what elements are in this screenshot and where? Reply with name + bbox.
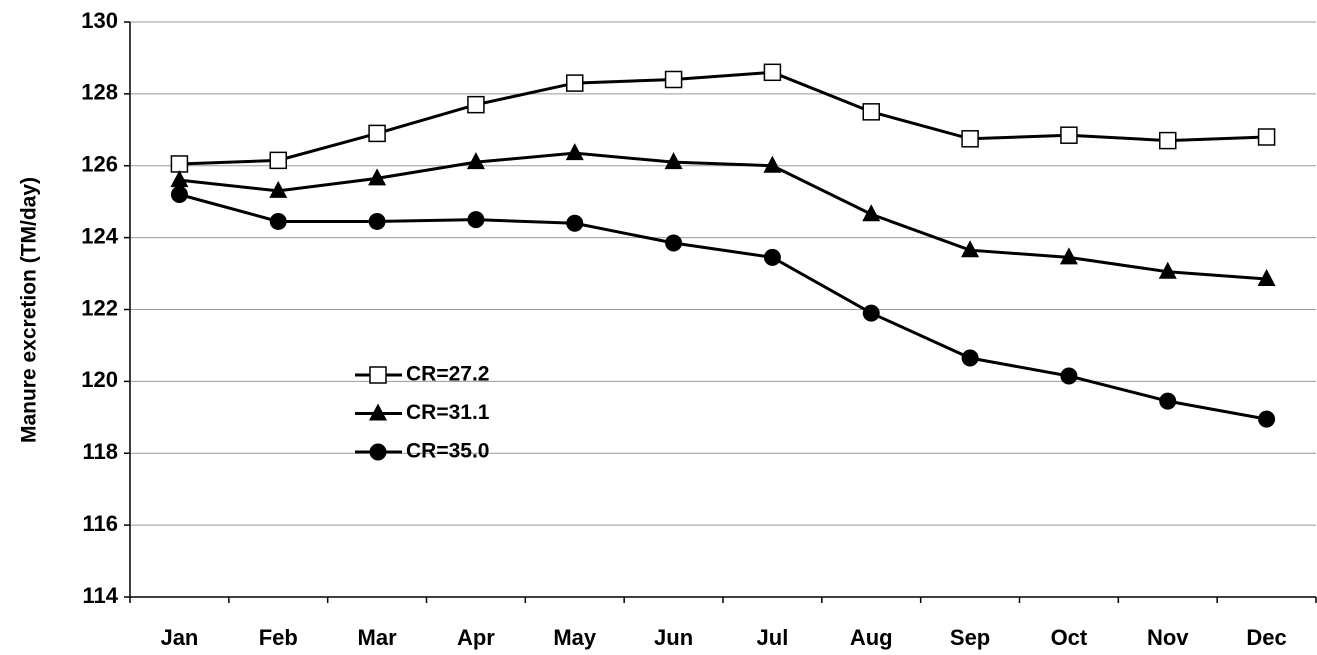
point [1060, 126, 1078, 144]
point [1257, 128, 1276, 146]
x-tick-label: Aug [850, 625, 893, 650]
x-tick-label: Mar [358, 625, 398, 650]
point [269, 180, 288, 198]
legend-label: CR=31.1 [406, 401, 490, 424]
point [1257, 268, 1276, 286]
point [1060, 367, 1078, 385]
point [664, 70, 683, 89]
y-axis-title: Manure excretion (TM/day) [18, 177, 41, 443]
point [1158, 261, 1177, 279]
point [466, 152, 485, 170]
point [862, 204, 881, 222]
series-line [179, 70, 1267, 166]
x-tick-label: Apr [457, 625, 495, 650]
point [368, 124, 386, 143]
x-tick-label: Dec [1246, 625, 1286, 650]
x-tick-label: Jan [160, 625, 198, 650]
point [1258, 410, 1276, 428]
y-tick-label: 118 [83, 439, 119, 464]
point [763, 63, 782, 82]
x-tick-label: Jun [654, 625, 693, 650]
point [1059, 247, 1078, 265]
series-line [179, 151, 1267, 281]
point [763, 248, 781, 266]
point [665, 234, 683, 252]
x-tick-label: Jul [757, 625, 789, 650]
y-tick-label: 114 [83, 583, 119, 608]
point [170, 170, 189, 188]
point [961, 130, 979, 148]
point [961, 349, 979, 367]
x-tick-label: Nov [1147, 625, 1189, 650]
x-tick-label: Oct [1051, 625, 1088, 650]
y-tick-label: 122 [81, 295, 118, 320]
point [170, 155, 189, 173]
y-tick-label: 128 [81, 80, 118, 105]
x-tick-label: May [553, 625, 597, 650]
point [368, 212, 386, 230]
point [467, 95, 485, 114]
point [1159, 131, 1177, 150]
point [170, 186, 188, 203]
point [862, 103, 880, 121]
point [269, 151, 287, 170]
point [763, 155, 782, 173]
point [566, 214, 584, 232]
point [566, 74, 584, 92]
y-tick-label: 126 [81, 152, 118, 177]
legend-marker [369, 403, 387, 421]
x-tick-label: Feb [259, 625, 298, 650]
legend-marker [369, 443, 387, 461]
x-tick-label: Sep [950, 625, 990, 650]
point [565, 143, 584, 161]
y-tick-label: 124 [81, 223, 118, 248]
y-tick-label: 116 [83, 511, 119, 536]
legend-label: CR=35.0 [406, 440, 489, 463]
legend-label: CR=27.2 [406, 363, 489, 386]
y-tick-label: 130 [81, 8, 118, 33]
point [269, 212, 287, 230]
point [467, 211, 485, 229]
series-line [179, 193, 1267, 421]
point [368, 168, 387, 186]
point [1159, 392, 1177, 410]
point [664, 152, 683, 170]
y-tick-label: 120 [81, 367, 118, 392]
point [862, 304, 880, 322]
point [961, 240, 980, 258]
legend-marker [369, 366, 387, 384]
